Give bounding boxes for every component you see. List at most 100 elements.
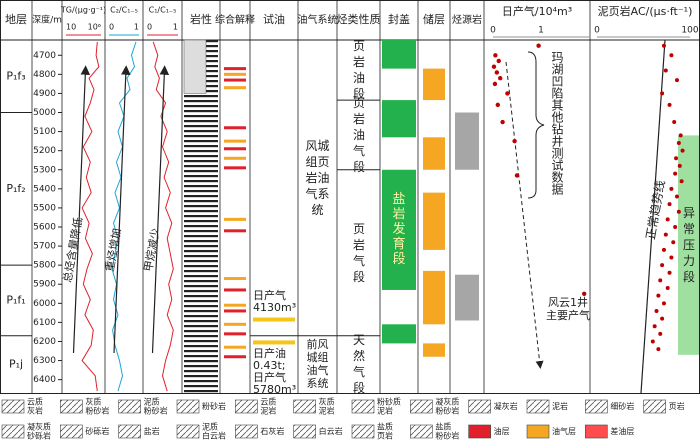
log-curve	[111, 41, 137, 392]
oil-layer	[224, 288, 246, 292]
curve-tick-label: 1	[134, 23, 139, 32]
ac-point	[665, 217, 670, 222]
column-header: 地层	[5, 13, 27, 26]
gas-point	[491, 64, 497, 69]
lithology-top	[183, 39, 207, 94]
reservoir-interval	[423, 68, 445, 101]
ac-point	[676, 209, 681, 214]
ac-point	[660, 91, 665, 96]
seal-label: 盐岩发育段	[392, 192, 406, 268]
legend-label: 粉砂岩	[435, 431, 459, 441]
source-interval	[455, 274, 479, 321]
gas-point	[512, 138, 517, 144]
legend-swatch	[118, 424, 141, 439]
curve-tick-label: 10	[66, 23, 76, 32]
ac-point	[679, 179, 684, 184]
gas-well: 风云1井主要产气	[546, 296, 590, 322]
depth-tick-label: 5800	[33, 261, 56, 271]
legend-label: 砂砾岩	[27, 431, 51, 441]
ac-point	[669, 53, 674, 58]
lithology	[184, 40, 218, 393]
oil-layer	[224, 322, 246, 326]
legend-label: 细砂岩	[610, 401, 634, 411]
legend-label: 油层	[494, 426, 510, 436]
ac-point	[669, 255, 674, 260]
gas-trend	[505, 61, 544, 369]
curve-tick-label: 0	[109, 23, 114, 32]
trend-label: 总烃含量降低	[60, 216, 85, 283]
column-header: 烃类性质	[337, 12, 381, 26]
log-curve	[152, 41, 174, 392]
legend-label: 页岩	[377, 431, 393, 441]
ac-point	[658, 278, 663, 283]
hc-label: 天然气段	[352, 333, 365, 396]
gas-point	[495, 102, 500, 108]
legend-label: 差油层	[610, 426, 634, 436]
trend-label: 甲烷减少	[141, 227, 162, 273]
oil-layer	[224, 217, 246, 221]
oil-layer	[224, 277, 246, 281]
column-header: 深度/m	[32, 14, 62, 26]
legend-label: 泥岩	[319, 406, 335, 416]
legend-label: 凝灰质	[27, 422, 51, 432]
hc-label: 页岩油气段	[352, 95, 365, 174]
abnormal-zone	[678, 135, 699, 355]
reservoir-interval	[423, 137, 445, 170]
ac-point	[661, 247, 666, 252]
ac-point	[676, 141, 681, 146]
ac-point	[674, 194, 679, 199]
legend-label: 白云岩	[319, 426, 343, 436]
column-header: 综合解释	[215, 13, 255, 26]
curve-tick-label: 0	[147, 23, 152, 32]
column-header: 封盖	[388, 12, 410, 26]
depth-tick-label: 6000	[33, 299, 56, 309]
gas-point	[536, 43, 541, 48]
legend-label: 灰岩	[27, 406, 43, 416]
ac-point	[660, 263, 665, 268]
strata-label: P₁f₁	[6, 293, 25, 306]
log-curve	[81, 41, 100, 392]
legend-label: 粉砂岩	[85, 406, 109, 416]
curve-title: C₂/C₁₋₅	[110, 6, 138, 15]
trend-label: 重烃增加	[102, 227, 123, 273]
depth-tick-label: 4800	[33, 70, 56, 80]
depth-tick-label: 5600	[33, 222, 56, 232]
depth-tick-label: 6200	[33, 337, 56, 347]
column-header: 烃源岩	[452, 13, 482, 26]
oil-layer	[224, 166, 246, 170]
legend-label: 盐岩	[144, 426, 160, 436]
legend-swatch	[468, 399, 491, 414]
abnormal-label: 异常压力段	[682, 206, 695, 285]
legend-swatch	[176, 424, 200, 439]
legend-label: 灰质	[319, 397, 335, 407]
legend-label: 粉砂岩	[144, 406, 168, 416]
depth-tick-label: 6400	[33, 375, 56, 385]
oil-layer	[224, 126, 246, 130]
legend-swatch	[526, 399, 550, 414]
depth-tick-label: 5300	[33, 165, 56, 175]
legend-label: 灰质	[85, 397, 101, 407]
column-header: 泥页岩AC/(μs·ft⁻¹)	[598, 4, 693, 18]
ac-point	[656, 293, 661, 298]
ac-point	[658, 331, 663, 336]
legend-label: 粉砂岩	[202, 401, 226, 411]
ac-point	[654, 308, 659, 313]
oil-layer	[224, 303, 246, 307]
test-result: 日产气 4130m³	[253, 288, 297, 314]
oil-layer	[224, 156, 246, 160]
legend-swatch	[410, 424, 433, 439]
depth-tick-label: 6300	[33, 356, 56, 366]
depth-tick-label: 6100	[33, 318, 56, 328]
source-interval	[455, 112, 479, 170]
legend-swatch	[293, 399, 316, 414]
legend-label: 盐质	[377, 422, 393, 432]
legend-swatch	[643, 399, 666, 414]
depth-tick-label: 5500	[33, 203, 56, 213]
legend-label: 石灰岩	[260, 426, 284, 436]
depth-tick-label: 5200	[33, 146, 56, 156]
ac-point	[663, 68, 668, 73]
gas-point	[514, 173, 520, 178]
strata-label: P₁j	[9, 357, 23, 370]
gas-point	[492, 81, 498, 87]
